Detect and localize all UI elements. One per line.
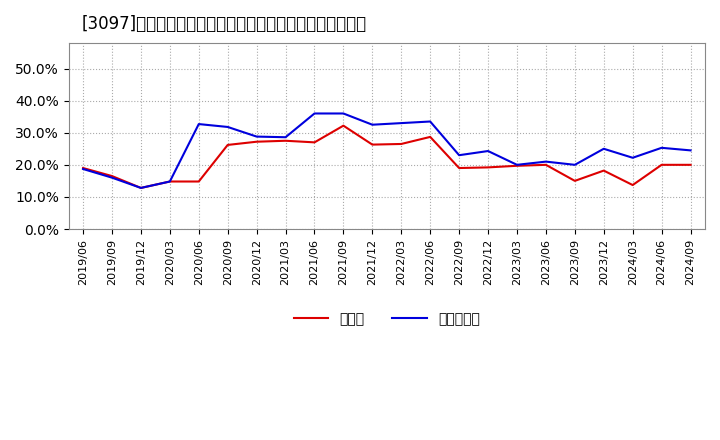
有利子負債 — [223, 125, 232, 130]
Line: 現預金: 現預金 — [83, 126, 690, 188]
現預金 — [137, 185, 145, 191]
現預金 — [78, 165, 87, 171]
現預金 — [108, 173, 117, 179]
現預金 — [282, 138, 290, 143]
有利子負債 — [426, 119, 434, 124]
現預金 — [426, 134, 434, 139]
有利子負債 — [166, 179, 174, 184]
有利子負債 — [600, 146, 608, 151]
現預金 — [657, 162, 666, 168]
現預金 — [455, 165, 464, 171]
Text: [3097]　現預金、有利子負債の総資産に対する比率の推移: [3097] 現預金、有利子負債の総資産に対する比率の推移 — [81, 15, 366, 33]
有利子負債 — [541, 159, 550, 164]
現預金 — [600, 168, 608, 173]
現預金 — [339, 123, 348, 128]
有利子負債 — [368, 122, 377, 127]
現預金 — [629, 183, 637, 188]
有利子負債 — [397, 121, 405, 126]
現預金 — [368, 142, 377, 147]
有利子負債 — [137, 185, 145, 191]
有利子負債 — [194, 121, 203, 127]
現預金 — [513, 163, 521, 169]
現預金 — [686, 162, 695, 168]
有利子負債 — [282, 135, 290, 140]
有利子負債 — [455, 153, 464, 158]
有利子負債 — [252, 134, 261, 139]
現預金 — [397, 141, 405, 147]
現預金 — [541, 162, 550, 168]
有利子負債 — [339, 111, 348, 116]
有利子負債 — [78, 166, 87, 172]
現預金 — [484, 165, 492, 170]
現預金 — [166, 179, 174, 184]
有利子負債 — [310, 111, 319, 116]
有利子負債 — [513, 162, 521, 168]
現預金 — [252, 139, 261, 144]
有利子負債 — [686, 148, 695, 153]
現預金 — [310, 140, 319, 145]
有利子負債 — [629, 155, 637, 161]
現預金 — [223, 142, 232, 147]
現預金 — [194, 179, 203, 184]
Legend: 現預金, 有利子負債: 現預金, 有利子負債 — [288, 307, 485, 332]
Line: 有利子負債: 有利子負債 — [83, 114, 690, 188]
現預金 — [570, 178, 579, 183]
有利子負債 — [570, 162, 579, 168]
有利子負債 — [108, 175, 117, 180]
有利子負債 — [657, 145, 666, 150]
有利子負債 — [484, 148, 492, 154]
